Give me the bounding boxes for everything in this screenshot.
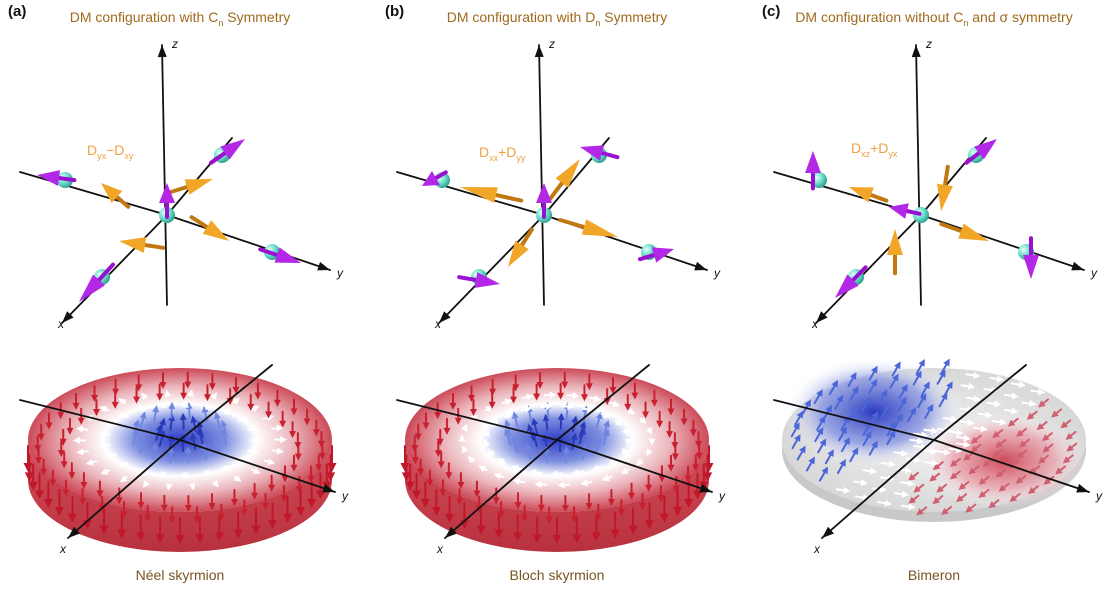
axis-line	[916, 45, 921, 305]
spin-cone	[536, 183, 552, 203]
arrow-head	[694, 262, 707, 271]
axis-label: z	[925, 37, 932, 51]
arrow-head	[912, 45, 921, 57]
axis-line	[20, 172, 167, 215]
spin-stem	[59, 178, 74, 180]
text-part: Symmetry	[600, 9, 667, 25]
spin-cone	[185, 179, 213, 195]
spin-stem	[145, 245, 163, 248]
arrow-head	[158, 45, 167, 57]
text-part: +D	[870, 140, 888, 156]
subscript: yy	[516, 153, 526, 163]
spin-stem	[560, 220, 584, 227]
axis-label: y	[341, 489, 349, 503]
axis-label: y	[1090, 266, 1098, 280]
axis-line	[439, 215, 544, 323]
formula: Dxx+Dyy	[479, 144, 526, 163]
axis-label: x	[59, 542, 67, 556]
text-part: DM configuration without C	[795, 9, 963, 25]
panel-title: DM configuration without Cn and σ symmet…	[795, 9, 1072, 28]
spin-cone	[889, 203, 909, 219]
text-part: D	[87, 142, 97, 158]
panel: (b) DM configuration with Dn Symmetry z y x D…	[385, 3, 726, 583]
axis-line	[167, 215, 330, 270]
axis-line	[816, 215, 921, 323]
figure: (a)DM configuration with Cn SymmetryzyxD…	[0, 0, 1106, 590]
text-part: D	[851, 140, 861, 156]
text-part: D	[479, 144, 489, 160]
subscript: yx	[888, 149, 898, 159]
spin-stem	[945, 167, 948, 185]
spin-stem	[907, 211, 920, 214]
panel: (a) DM configuration with Cn Symmetry z y x D…	[8, 3, 349, 583]
arrow-head	[1076, 484, 1089, 493]
spin-stem	[189, 408, 190, 418]
caption: Bimeron	[908, 567, 960, 583]
spin-cone	[652, 247, 674, 262]
panel-label: (c)	[762, 3, 780, 20]
axis-label: z	[548, 37, 555, 51]
spin-stem	[117, 197, 128, 207]
arrow-head	[1071, 262, 1084, 271]
axis-label: x	[811, 317, 819, 331]
axis-label: x	[57, 317, 65, 331]
axis-label: y	[336, 266, 344, 280]
spin-cone	[887, 229, 903, 255]
arrow-head	[317, 262, 330, 271]
spin-cone	[958, 223, 989, 241]
axis-line	[921, 215, 1084, 270]
spin-stem	[548, 408, 549, 418]
axis-label: y	[713, 266, 721, 280]
axis-label: z	[171, 37, 178, 51]
spin-cone	[805, 151, 821, 173]
text-part: −D	[106, 142, 124, 158]
spin-cone	[1023, 255, 1039, 279]
axis-label: x	[434, 317, 442, 331]
spin-stem	[871, 195, 886, 201]
spin-stem	[547, 452, 548, 462]
axis-label: x	[436, 542, 444, 556]
panel: (c) DM configuration without Cn and σ sym…	[762, 3, 1103, 583]
spin-cone	[937, 184, 953, 211]
spin-stem	[566, 453, 567, 463]
text-part: and σ symmetry	[968, 9, 1072, 25]
formula: Dxz+Dyx	[851, 140, 898, 159]
axis-line	[539, 45, 544, 305]
spin-stem	[169, 187, 187, 193]
axis-line	[162, 45, 167, 305]
spin-cone	[582, 219, 618, 237]
axis-line	[62, 215, 167, 323]
spin-stem	[459, 277, 476, 280]
text-part: +D	[498, 144, 516, 160]
spin-cone	[460, 187, 498, 203]
spin-stem	[546, 420, 547, 430]
caption: Néel skyrmion	[136, 567, 225, 583]
axis-line	[397, 172, 544, 215]
spin-cone	[508, 241, 529, 267]
panel-label: (a)	[8, 3, 26, 20]
axis-label: y	[1095, 489, 1103, 503]
panel-label: (b)	[385, 3, 404, 20]
axis-label: y	[718, 489, 726, 503]
spin-stem	[171, 408, 172, 418]
spin-stem	[496, 195, 521, 201]
text-part: DM configuration with C	[70, 9, 219, 25]
spin-stem	[170, 452, 171, 462]
text-part: DM configuration with D	[447, 9, 596, 25]
text-part: Symmetry	[223, 9, 290, 25]
panel-title: DM configuration with Cn Symmetry	[70, 9, 291, 28]
formula: Dyx−Dxy	[87, 142, 134, 161]
spin-stem	[188, 453, 189, 463]
axis-label: x	[813, 542, 821, 556]
spin-stem	[567, 408, 568, 418]
arrow-head	[535, 45, 544, 57]
spin-cone	[203, 220, 229, 241]
spin-stem	[170, 420, 171, 430]
panel-title: DM configuration with Dn Symmetry	[447, 9, 668, 28]
caption: Bloch skyrmion	[510, 567, 605, 583]
subscript: xy	[124, 151, 134, 161]
